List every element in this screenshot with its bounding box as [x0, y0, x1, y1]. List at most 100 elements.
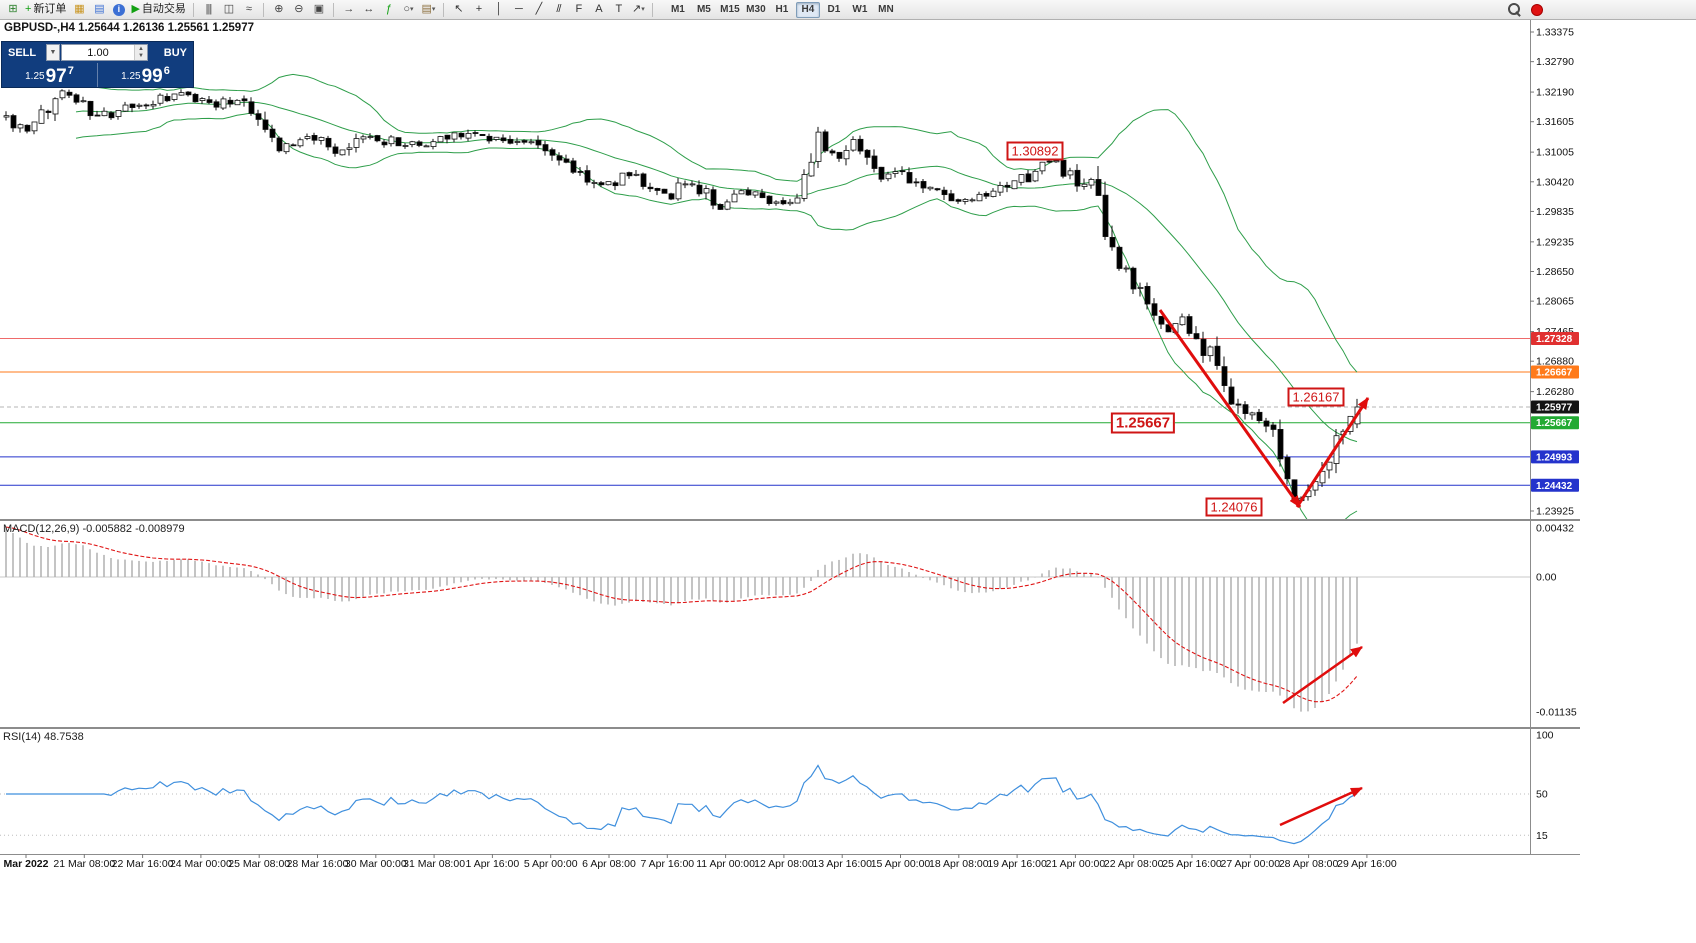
arrows-button-caret-icon: ▾ — [641, 6, 645, 13]
price-axis[interactable]: 1.33375 1.32790 1.32190 1.31605 1.31005 1.304… — [1530, 27, 1579, 842]
auto-scroll-button[interactable]: → — [339, 1, 358, 18]
volume-up-button[interactable]: ▲ — [135, 45, 147, 53]
macd-histogram — [5, 527, 1358, 712]
line-chart-icon: ≈ — [245, 3, 252, 15]
crosshair-button[interactable]: + — [469, 1, 488, 18]
timeframe-w1-button[interactable]: W1 — [852, 4, 868, 15]
price-level-lines[interactable] — [0, 338, 1530, 486]
timeframe-d1-button[interactable]: D1 — [827, 4, 841, 15]
sell-price-sup: 7 — [67, 65, 74, 77]
arrows-button[interactable]: ↗ ▾ — [629, 1, 648, 18]
indicators-button[interactable]: ƒ — [379, 1, 398, 18]
timeframe-m30-button[interactable]: M30 — [746, 4, 766, 15]
time-axis-label: 22 Mar 16:00 — [112, 858, 174, 870]
tile-windows-button[interactable]: ▣ — [309, 1, 328, 18]
zoom-out-button[interactable]: ⊖ — [289, 1, 308, 18]
trendline-button[interactable]: ╱ — [529, 1, 548, 18]
volume-input-box: ▲ ▼ — [61, 44, 148, 61]
current-price-chip — [1531, 400, 1579, 414]
level-price-chip — [1531, 416, 1579, 430]
price-axis-tick: 1.26280 — [1536, 386, 1574, 398]
pane-separator[interactable] — [0, 519, 1580, 521]
volume-preset-dropdown[interactable]: ▼ — [46, 44, 60, 61]
templates-dropdown-icon: ▤ — [421, 3, 431, 15]
autotrading-button[interactable]: ▶ 自动交易 — [129, 1, 187, 18]
buy-button[interactable]: BUY — [149, 47, 193, 59]
charts-profile-button[interactable]: ▦ — [69, 1, 88, 18]
timeframe-toolbar: M1 M5 M15 M30 H1 H4 D1 W1 MN — [665, 1, 899, 18]
notification-badge-icon[interactable] — [1531, 4, 1543, 16]
timeframe-h1-button[interactable]: H1 — [775, 4, 789, 15]
level-price-chip — [1531, 365, 1579, 379]
timeframe-h4-button[interactable]: H4 — [795, 1, 820, 18]
price-axis-tick: 1.32790 — [1536, 56, 1574, 68]
new-chart-icon: ⊞ — [8, 3, 17, 15]
horizontal-line-button[interactable]: ─ — [509, 1, 528, 18]
buy-price[interactable]: 1.25 99 6 — [97, 63, 193, 87]
rsi-arrow[interactable] — [1279, 786, 1363, 827]
time-axis-label: 29 Apr 16:00 — [1337, 858, 1397, 870]
volume-spinner: ▲ ▼ — [134, 45, 147, 60]
charts-profile-icon: ▦ — [74, 3, 84, 15]
templates-dropdown-button-caret-icon: ▾ — [431, 6, 436, 13]
timeframe-m5-button[interactable]: M5 — [696, 4, 711, 15]
templates-dropdown-button[interactable]: ▤ ▾ — [419, 1, 438, 18]
cursor-button[interactable]: ↖ — [449, 1, 468, 18]
pane-separator[interactable] — [0, 727, 1580, 729]
price-callout-label[interactable]: 1.26167 — [1287, 387, 1345, 407]
one-click-trading-panel: SELL ▼ ▲ ▼ BUY 1.25 97 7 1.25 99 6 — [1, 41, 194, 88]
zoom-in-icon: ⊕ — [274, 3, 283, 15]
time-axis-label: 21 Apr 00:00 — [1046, 858, 1106, 870]
timeframe-m1-button[interactable]: M1 — [670, 4, 685, 15]
sell-button[interactable]: SELL — [2, 47, 46, 59]
trade-panel-prices: 1.25 97 7 1.25 99 6 — [2, 63, 193, 87]
trend-arrows[interactable] — [1158, 309, 1370, 827]
macd-axis-tick: 0.00432 — [1536, 523, 1574, 535]
chart-canvas: 1.33375 1.32790 1.32190 1.31605 1.31005 1.304… — [0, 20, 1580, 870]
vertical-line-button[interactable]: │ — [489, 1, 508, 18]
timeframe-mn-button[interactable]: MN — [878, 4, 894, 15]
buy-price-sup: 6 — [163, 65, 170, 77]
price-callout-label[interactable]: 1.24076 — [1205, 497, 1263, 517]
new-chart-button[interactable]: ⊞ — [3, 1, 22, 18]
price-callout-label[interactable]: 1.25667 — [1110, 412, 1176, 434]
time-axis-label: 6 Apr 08:00 — [582, 858, 636, 870]
channel-button[interactable]: // — [549, 1, 568, 18]
price-axis-tick: 1.33375 — [1536, 27, 1574, 39]
periods-dropdown-button[interactable]: ○ ▾ — [399, 1, 418, 18]
time-axis-label: 24 Mar 00:00 — [170, 858, 232, 870]
market-watch-button[interactable]: ▤ — [89, 1, 108, 18]
sell-price[interactable]: 1.25 97 7 — [2, 63, 97, 87]
zoom-in-button[interactable]: ⊕ — [269, 1, 288, 18]
rsi-indicator-label: RSI(14) 48.7538 — [3, 731, 84, 743]
autotrading-icon: ▶ — [131, 3, 140, 15]
chart-shift-button[interactable]: ↔ — [359, 1, 378, 18]
data-window-icon: i — [112, 3, 125, 16]
text-button[interactable]: A — [589, 1, 608, 18]
channel-icon: // — [556, 3, 561, 15]
chart-window[interactable]: 1.33375 1.32790 1.32190 1.31605 1.31005 1.304… — [0, 20, 1696, 943]
candlestick-chart-button[interactable]: ◫ — [219, 1, 238, 18]
autotrading-button-label: 自动交易 — [141, 3, 186, 15]
main-toolbar: ⊞ + 新订单 ▦ ▤ i ▶ 自动交易 ||| ◫ ≈ ⊕ ⊖ ▣ → ↔ ƒ ○ ▾ ▤ ▾ ↖ + │ ─ ╱//F A T ↗ ▾… — [0, 0, 1696, 20]
time-axis-label: 15 Apr 00:00 — [871, 858, 931, 870]
volume-input[interactable] — [62, 45, 134, 60]
search-icon[interactable] — [1508, 3, 1522, 17]
volume-down-button[interactable]: ▼ — [135, 52, 147, 60]
text-icon: A — [595, 3, 602, 15]
pane-separator[interactable] — [0, 854, 1580, 855]
price-callout-label[interactable]: 1.30892 — [1006, 141, 1064, 161]
fibonacci-button[interactable]: F — [569, 1, 588, 18]
cursor-icon: ↖ — [454, 3, 463, 15]
bar-chart-button[interactable]: ||| — [199, 1, 218, 18]
macd-arrow[interactable] — [1282, 645, 1363, 705]
trend-arrow[interactable] — [1295, 397, 1370, 508]
price-axis-tick: 1.28065 — [1536, 296, 1574, 308]
text-label-button[interactable]: T — [609, 1, 628, 18]
line-chart-button[interactable]: ≈ — [239, 1, 258, 18]
new-order-button[interactable]: + 新订单 — [23, 1, 68, 18]
trend-arrow[interactable] — [1158, 309, 1302, 508]
timeframe-m15-button[interactable]: M15 — [720, 4, 740, 15]
data-window-button[interactable]: i — [109, 1, 128, 18]
